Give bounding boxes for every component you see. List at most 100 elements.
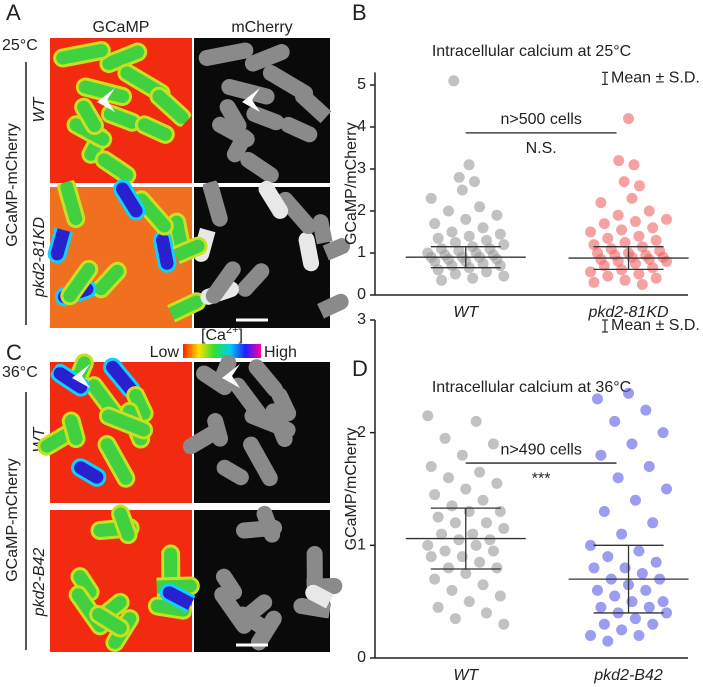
colorbar-low: Low (150, 344, 180, 361)
strain-label: WT (31, 96, 48, 122)
data-point (432, 264, 444, 276)
data-point (442, 472, 454, 484)
cell (240, 151, 279, 184)
data-point (626, 192, 638, 204)
data-point (647, 517, 659, 529)
data-point (474, 466, 486, 478)
data-point (633, 230, 645, 242)
cell (134, 115, 175, 144)
data-point (456, 551, 468, 563)
data-point (640, 584, 652, 596)
legend-label: Mean ± S.D. (611, 70, 700, 87)
data-point (429, 255, 441, 267)
data-point (480, 266, 492, 278)
colorbar (183, 344, 261, 358)
data-point (598, 618, 610, 630)
data-point (588, 562, 600, 574)
data-point (463, 230, 475, 242)
construct-label: GCaMP-mCherry (4, 458, 21, 582)
data-point (491, 209, 503, 221)
data-point (429, 573, 441, 585)
cell (280, 116, 318, 143)
cell (60, 259, 99, 306)
data-point (643, 601, 655, 613)
y-tick-label: 1 (357, 537, 366, 554)
data-point (474, 201, 486, 213)
data-point (470, 539, 482, 551)
data-point (657, 427, 669, 439)
data-point (626, 438, 638, 450)
data-point (598, 260, 610, 272)
y-tick-label: 0 (357, 649, 366, 666)
micrographs (37, 38, 351, 652)
data-point (661, 483, 673, 495)
data-point (480, 517, 492, 529)
y-axis-label: GCaMP/mCherry (343, 122, 360, 245)
channel-label: mCherry (231, 19, 292, 36)
data-point (618, 176, 630, 188)
data-point (446, 584, 458, 596)
cell (94, 150, 137, 185)
data-point (491, 477, 503, 489)
annotation: n>500 cells (500, 111, 581, 128)
data-point (425, 551, 437, 563)
data-point (629, 258, 641, 269)
data-point (436, 274, 448, 286)
cell (271, 387, 297, 422)
data-point (442, 205, 454, 217)
y-tick-label: 5 (357, 76, 366, 93)
data-point (425, 192, 437, 204)
temperature: 25°C (2, 37, 38, 54)
data-point (498, 239, 510, 251)
cell (215, 568, 243, 601)
data-point (480, 234, 492, 246)
data-point (498, 270, 510, 282)
data-point (436, 528, 448, 540)
data-point (449, 237, 461, 248)
data-point (460, 213, 472, 225)
data-point (494, 260, 506, 272)
data-point (612, 209, 624, 221)
data-point (643, 460, 655, 472)
data-point (585, 266, 597, 278)
data-point (602, 635, 614, 647)
construct-label: GCaMP-mCherry (4, 123, 21, 247)
data-point (628, 159, 640, 171)
cell (234, 606, 273, 637)
data-point (602, 270, 614, 282)
x-tick-label: WT (453, 667, 479, 684)
data-point (446, 226, 458, 238)
data-point (432, 601, 444, 613)
data-point (460, 568, 472, 579)
cell (244, 44, 290, 72)
data-point (429, 218, 441, 230)
data-point (585, 226, 597, 238)
data-point (442, 562, 454, 574)
annotation: n>490 cells (500, 441, 581, 458)
data-point (598, 218, 610, 230)
cell (50, 363, 91, 397)
cell (196, 365, 233, 396)
data-point (467, 528, 479, 540)
cell (205, 261, 241, 304)
cell (53, 41, 111, 68)
data-point (629, 613, 641, 625)
data-point (588, 276, 600, 288)
data-point (449, 268, 461, 280)
cell (216, 459, 249, 486)
data-point (585, 629, 597, 641)
data-point (613, 155, 625, 167)
data-point (633, 545, 645, 557)
data-point (643, 253, 655, 265)
data-point (432, 232, 444, 244)
y-tick-label: 2 (357, 424, 366, 441)
data-point (643, 205, 655, 217)
y-tick-label: 0 (357, 286, 366, 303)
data-point (633, 629, 645, 641)
cell (294, 88, 335, 126)
data-point (460, 483, 472, 495)
data-point (477, 222, 489, 234)
cell (212, 116, 255, 148)
chart-title: Intracellular calcium at 36°C (432, 379, 631, 396)
